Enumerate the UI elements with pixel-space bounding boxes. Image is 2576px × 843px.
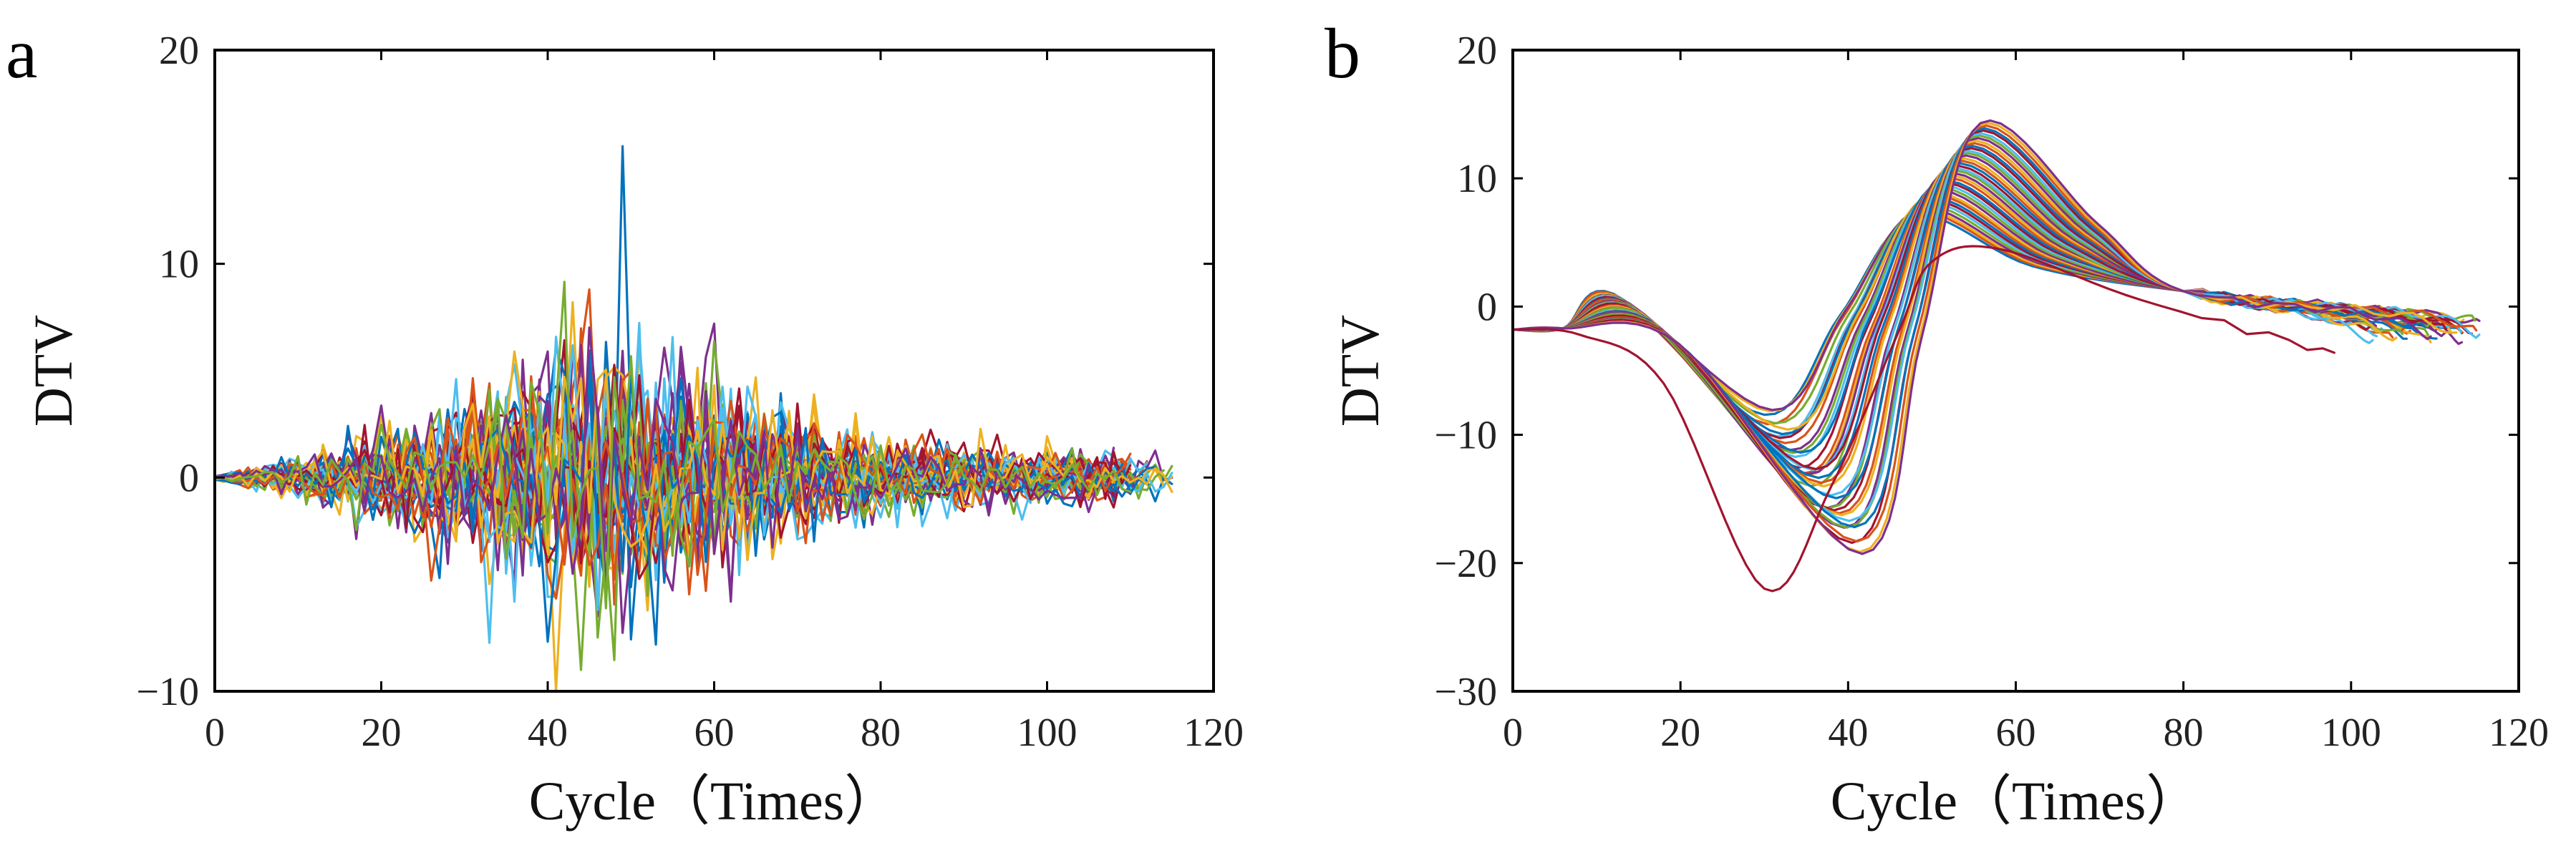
y-tick-label-b: 10 [1457,157,1497,201]
plot-frame-a [213,49,1215,693]
y-tick-label-a: −10 [136,670,199,714]
y-axis-label-b: DTV [1330,315,1390,427]
series-line-b [1511,135,2432,529]
y-tick-label-b: −30 [1434,670,1497,714]
x-axis-label-b: Cycle（Times） [1831,771,2201,832]
y-tick-label-b: −10 [1434,414,1497,458]
series-line-a [213,370,1148,646]
x-tick-label-a: 120 [1183,711,1244,755]
ticks-b: 0 20 40 60 80 100 120 −30 −20 −10 0 10 20 [1434,29,2549,755]
x-tick-label-a: 40 [528,711,568,755]
series-line-a [213,364,1115,545]
y-tick-label-a: 0 [179,456,199,500]
series-line-a [213,390,1115,634]
chart-panel-b: b 0 20 40 60 80 100 120 −30 −20 −10 0 10 20 Cycle（Ti… [1325,14,2549,832]
series-line-b [1511,119,2432,555]
x-tick-label-a: 80 [861,711,901,755]
series-line-a [213,341,1115,589]
x-tick-label-b: 0 [1503,711,1523,755]
x-tick-label-b: 100 [2321,711,2381,755]
x-tick-label-a: 20 [362,711,402,755]
series-line-b [1511,245,2335,593]
x-tick-label-a: 100 [1017,711,1078,755]
y-tick-label-a: 20 [159,29,199,73]
y-tick-label-a: 10 [159,243,199,287]
series-line-a [213,346,1157,584]
series-group-a [213,145,1173,693]
series-line-b [1511,142,2410,515]
x-tick-label-a: 0 [205,711,225,755]
series-line-a [213,326,1090,598]
y-tick-label-b: −20 [1434,542,1497,586]
series-group-b [1511,119,2481,593]
y-tick-label-b: 0 [1477,285,1497,329]
series-line-a [213,369,1173,561]
panel-label-a: a [6,14,37,93]
x-tick-label-b: 40 [1828,711,1868,755]
series-line-a [213,399,1132,580]
panel-label-b: b [1325,14,1360,93]
y-axis-label-a: DTV [24,315,84,427]
series-line-b [1511,137,2440,529]
x-tick-label-b: 120 [2489,711,2549,755]
x-axis-label-a: Cycle（Times） [529,771,899,832]
y-tick-label-b: 20 [1457,29,1497,73]
x-tick-label-a: 60 [694,711,735,755]
x-tick-label-b: 80 [2164,711,2204,755]
series-line-a [213,281,1132,610]
series-line-b [1511,152,2404,510]
x-tick-label-b: 60 [1996,711,2036,755]
x-tick-label-b: 20 [1660,711,1700,755]
series-line-b [1511,205,2430,424]
